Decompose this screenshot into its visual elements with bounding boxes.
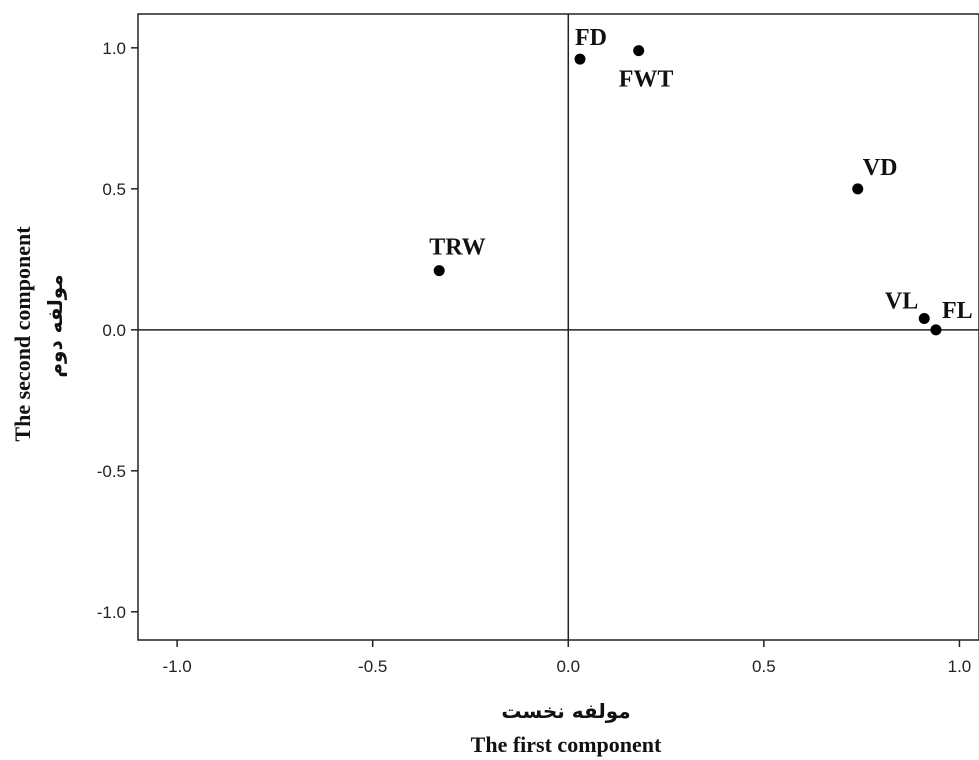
y-axis-title-fa: مولفه دوم — [43, 274, 67, 377]
plot-border — [137, 13, 979, 641]
data-point-fwt — [633, 45, 645, 57]
point-label-vl: VL — [885, 289, 918, 315]
axis-titles: مولفه نخست The first component The secon… — [10, 226, 662, 757]
x-tick-label: 0.0 — [556, 657, 580, 676]
data-point-vl — [918, 313, 930, 325]
y-tick-label: 1.0 — [102, 39, 126, 58]
point-label-fwt: FWT — [619, 67, 674, 93]
y-tick-label: -1.0 — [97, 603, 126, 622]
x-axis-title: The first component — [471, 732, 662, 757]
data-point-vd — [852, 183, 864, 195]
x-axis-title-fa: مولفه نخست — [501, 699, 630, 723]
x-tick-label: -1.0 — [162, 657, 191, 676]
x-tick-label: 1.0 — [948, 657, 972, 676]
data-points: FD FWT VD TRW VL FL — [429, 25, 973, 336]
data-point-fl — [930, 324, 942, 336]
data-point-fd — [574, 53, 586, 65]
x-tick-label: -0.5 — [358, 657, 387, 676]
reference-lines — [138, 14, 979, 640]
point-label-trw: TRW — [429, 235, 486, 261]
y-axis-title: The second component — [10, 226, 35, 442]
y-tick-label: -0.5 — [97, 462, 126, 481]
plot-frame — [137, 13, 979, 641]
y-tick-label: 0.5 — [102, 180, 126, 199]
point-label-vd: VD — [863, 155, 898, 181]
axis-ticks: -1.0 -0.5 0.0 0.5 1.0 1.0 0.5 0.0 -0.5 -1.0 — [97, 39, 972, 676]
y-tick-label: 0.0 — [102, 321, 126, 340]
x-tick-label: 0.5 — [752, 657, 776, 676]
data-point-trw — [433, 265, 445, 277]
point-label-fl: FL — [942, 298, 973, 324]
point-label-fd: FD — [575, 25, 607, 51]
